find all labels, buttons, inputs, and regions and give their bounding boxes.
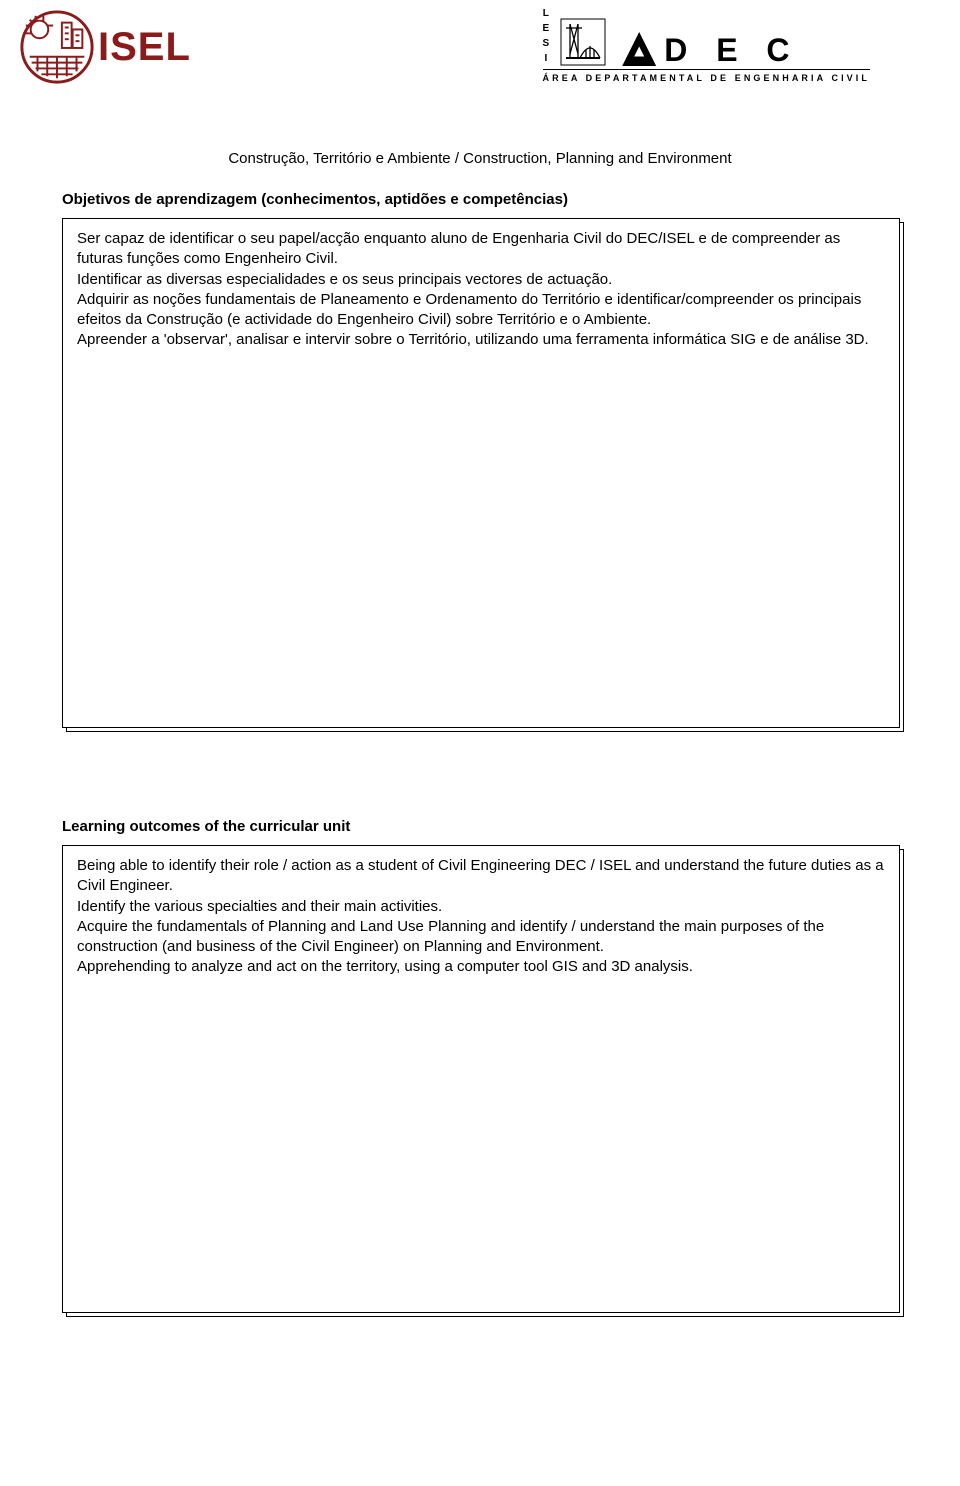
adec-top-row: L E S I bbox=[543, 8, 870, 66]
adec-subtitle: ÁREA DEPARTAMENTAL DE ENGENHARIA CIVIL bbox=[543, 69, 870, 83]
page-header: ISEL L E S I bbox=[0, 0, 960, 120]
adec-bridge-icon bbox=[560, 18, 606, 66]
objectives-body: Ser capaz de identificar o seu papel/acç… bbox=[77, 229, 885, 351]
isel-logo: ISEL bbox=[18, 8, 191, 86]
isel-vert-s: S bbox=[543, 38, 551, 49]
adec-triangle-a-icon bbox=[622, 32, 656, 66]
outcomes-box-wrap: Being able to identify their role / acti… bbox=[62, 845, 900, 1313]
objectives-box: Ser capaz de identificar o seu papel/acç… bbox=[62, 218, 900, 728]
isel-vert-i: I bbox=[544, 53, 548, 64]
isel-vert-e: E bbox=[543, 23, 551, 34]
objectives-heading: Objetivos de aprendizagem (conhecimentos… bbox=[62, 191, 960, 208]
adec-wordmark: D E C bbox=[622, 32, 799, 66]
isel-vert-l: L bbox=[543, 8, 550, 19]
course-title-line: Construção, Território e Ambiente / Cons… bbox=[0, 150, 960, 167]
adec-dec-text: D E C bbox=[664, 34, 799, 66]
adec-logo: L E S I bbox=[543, 8, 870, 83]
isel-emblem-icon bbox=[18, 8, 96, 86]
isel-vertical-letters: L E S I bbox=[543, 8, 551, 64]
outcomes-body: Being able to identify their role / acti… bbox=[77, 856, 885, 978]
isel-logo-text: ISEL bbox=[98, 25, 191, 70]
outcomes-box: Being able to identify their role / acti… bbox=[62, 845, 900, 1313]
outcomes-heading: Learning outcomes of the curricular unit bbox=[62, 818, 960, 835]
objectives-box-wrap: Ser capaz de identificar o seu papel/acç… bbox=[62, 218, 900, 728]
course-name-en: Construction, Planning and Environment bbox=[463, 150, 732, 167]
course-name-pt: Construção, Território e Ambiente bbox=[228, 150, 450, 167]
course-separator: / bbox=[451, 150, 464, 167]
